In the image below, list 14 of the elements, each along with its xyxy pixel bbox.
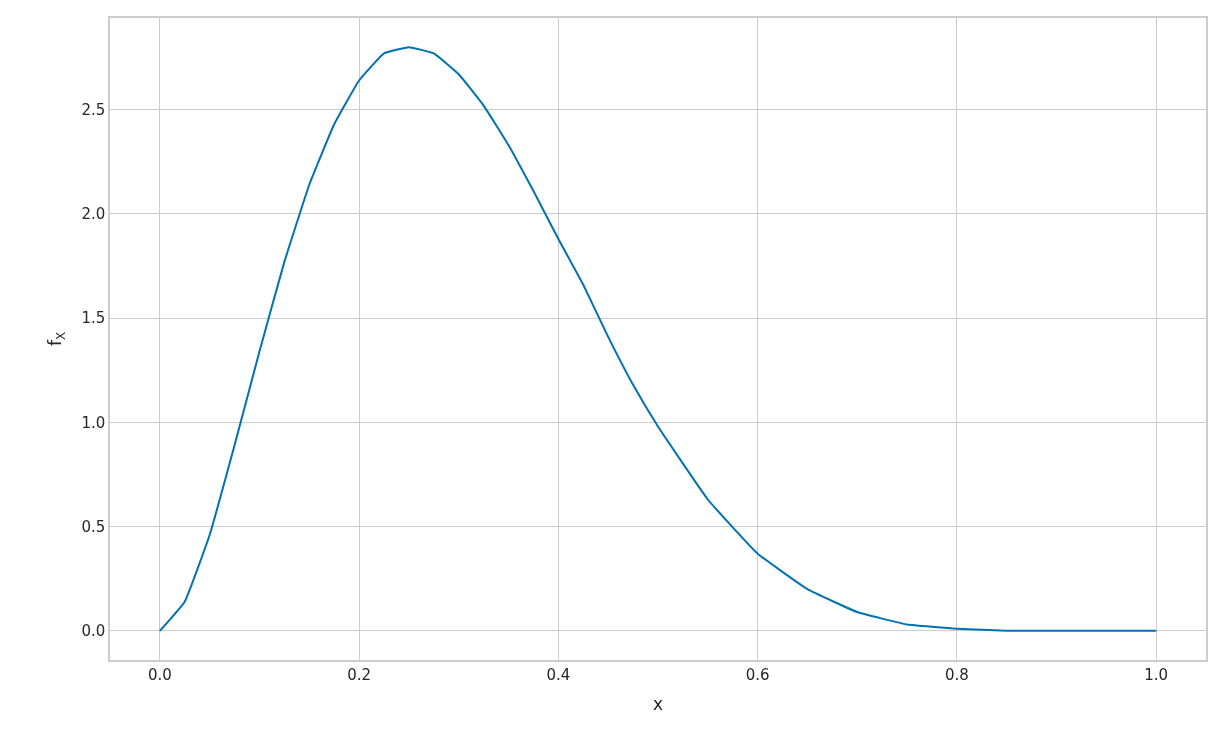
x-tick-label: 0.0 [147,665,172,684]
x-tick-label: 0.2 [347,665,372,684]
x-tick-label: 0.8 [944,665,969,684]
line-series [158,46,1158,632]
y-tick-label: 0.0 [81,622,106,641]
x-tick-label: 1.0 [1144,665,1169,684]
y-tick-label: 1.5 [81,309,106,328]
y-tick-label: 2.0 [81,205,106,224]
x-tick-label: 0.6 [745,665,770,684]
y-tick-label: 0.5 [81,517,106,536]
x-tick-label: 0.4 [546,665,571,684]
y-tick-label: 2.5 [81,100,106,119]
y-tick-label: 1.0 [81,413,106,432]
x-axis-title: x [652,693,664,714]
